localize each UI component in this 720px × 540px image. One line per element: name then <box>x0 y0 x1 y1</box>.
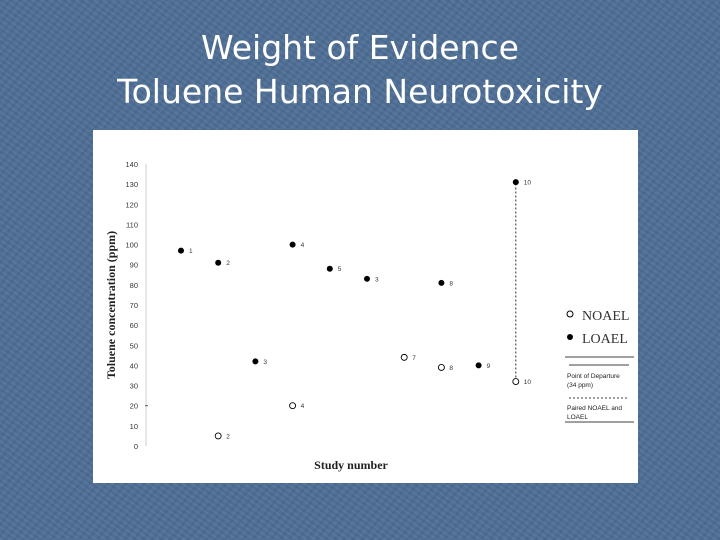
point-label: 4 <box>301 242 305 249</box>
y-tick-label: 100 <box>125 241 138 250</box>
loael-point <box>252 358 259 365</box>
legend-noael-marker <box>566 310 574 318</box>
y-axis-label: Toluene concentration (ppm) <box>104 231 118 379</box>
loael-point <box>326 265 333 272</box>
point-label: 8 <box>449 280 453 287</box>
y-tick-label: 130 <box>125 180 138 189</box>
point-label: 2 <box>226 433 230 440</box>
point-label: 7 <box>412 355 416 362</box>
noael-point <box>400 353 408 361</box>
y-tick-label: 70 <box>130 301 138 310</box>
point-label: 3 <box>375 276 379 283</box>
legend-pod-label-2: (34 ppm) <box>567 382 593 389</box>
y-tick-label: 10 <box>130 422 138 431</box>
noael-point <box>512 378 520 385</box>
y-tick-label: 110 <box>126 220 138 229</box>
y-axis-ticks: 0 10 20 30 40 50 60 70 80 90 100 110 120 130 140 <box>125 160 138 451</box>
y-tick-label: 80 <box>130 281 138 290</box>
y-tick-label: 140 <box>125 160 138 169</box>
loael-point <box>215 259 222 266</box>
loael-point <box>364 275 370 282</box>
point-label: 3 <box>263 359 267 366</box>
point-label: 1 <box>189 248 193 255</box>
point-label: 2 <box>226 260 230 267</box>
legend-loael-marker <box>567 334 573 340</box>
legend-loael-label: LOAEL <box>582 332 628 347</box>
y-tick-label: 60 <box>130 321 138 330</box>
point-label: 10 <box>524 180 532 187</box>
point-label: 9 <box>487 363 491 370</box>
legend-noael-label: NOAEL <box>582 309 629 324</box>
point-label: 4 <box>301 403 305 410</box>
y-tick-label: 20 <box>130 402 138 411</box>
slide-title-line-2: Toluene Human Neurotoxicity <box>117 72 603 111</box>
slide-title: Weight of Evidence Toluene Human Neuroto… <box>0 26 720 114</box>
loael-point <box>178 247 184 254</box>
noael-point <box>214 432 222 440</box>
legend: NOAEL LOAEL Point of Departure (34 ppm) … <box>565 309 634 423</box>
point-label: 10 <box>524 379 532 386</box>
noael-point <box>437 363 445 371</box>
loael-point <box>475 362 482 369</box>
y-tick-label: 90 <box>130 261 138 270</box>
y-tick-label: 40 <box>130 361 138 370</box>
point-label: 8 <box>449 365 453 372</box>
y-tick-label: 0 <box>134 442 138 451</box>
loael-point <box>438 279 445 286</box>
legend-paired-label-1: Paired NOAEL and <box>567 405 622 412</box>
slide-title-line-1: Weight of Evidence <box>201 28 519 67</box>
point-label: 5 <box>338 266 342 273</box>
y-tick-label: 120 <box>125 200 138 209</box>
legend-pod-label-1: Point of Departure <box>567 373 620 380</box>
legend-paired-label-2: LOAEL <box>567 414 588 421</box>
loael-point <box>289 241 296 248</box>
loael-point <box>512 179 519 186</box>
y-tick-label: 30 <box>130 382 138 391</box>
noael-point <box>289 402 297 410</box>
y-tick-label: 50 <box>130 341 138 350</box>
x-axis-label: Study number <box>314 458 388 472</box>
